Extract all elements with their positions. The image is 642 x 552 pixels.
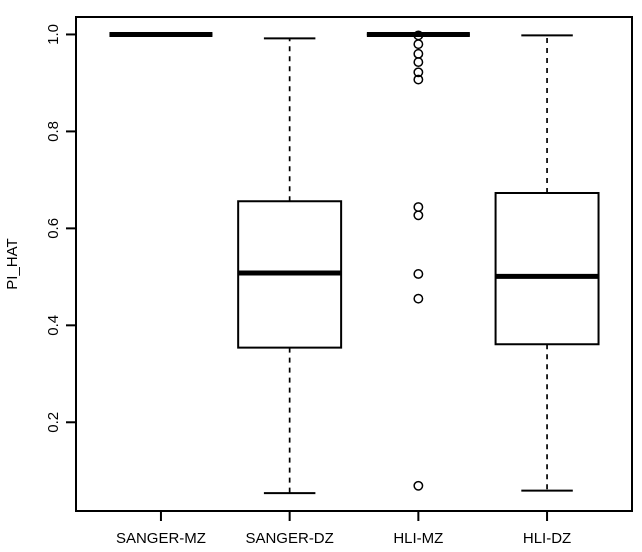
y-axis-tick-label: 0.6 bbox=[45, 218, 62, 239]
outlier-point bbox=[413, 48, 424, 59]
x-axis-label-SANGER-MZ: SANGER-MZ bbox=[116, 530, 206, 547]
outlier-point bbox=[413, 202, 424, 212]
outlier-point bbox=[413, 268, 424, 279]
y-axis-tick-label: 0.8 bbox=[45, 121, 62, 142]
y-axis-tick-label: 0.2 bbox=[45, 412, 62, 433]
outlier-point bbox=[413, 480, 424, 491]
x-axis-label-HLI-DZ: HLI-DZ bbox=[523, 530, 571, 547]
y-axis-tick-label: 0.4 bbox=[45, 315, 62, 336]
box-SANGER-DZ bbox=[237, 37, 343, 495]
box-HLI-DZ bbox=[494, 34, 600, 492]
x-axis-label-HLI-MZ: HLI-MZ bbox=[393, 530, 443, 547]
y-axis-title: PI_HAT bbox=[4, 238, 21, 289]
box-HLI-MZ bbox=[366, 30, 470, 491]
outlier-point bbox=[413, 210, 424, 221]
outlier-point bbox=[413, 74, 424, 85]
outlier-point bbox=[413, 57, 424, 68]
iqr-box bbox=[494, 191, 600, 346]
plot-frame bbox=[75, 16, 633, 512]
outlier-point bbox=[413, 293, 424, 304]
outlier-point bbox=[413, 67, 424, 78]
outlier-point bbox=[413, 39, 424, 50]
y-axis-tick-label: 1.0 bbox=[45, 24, 62, 45]
x-axis-label-SANGER-DZ: SANGER-DZ bbox=[245, 530, 333, 547]
